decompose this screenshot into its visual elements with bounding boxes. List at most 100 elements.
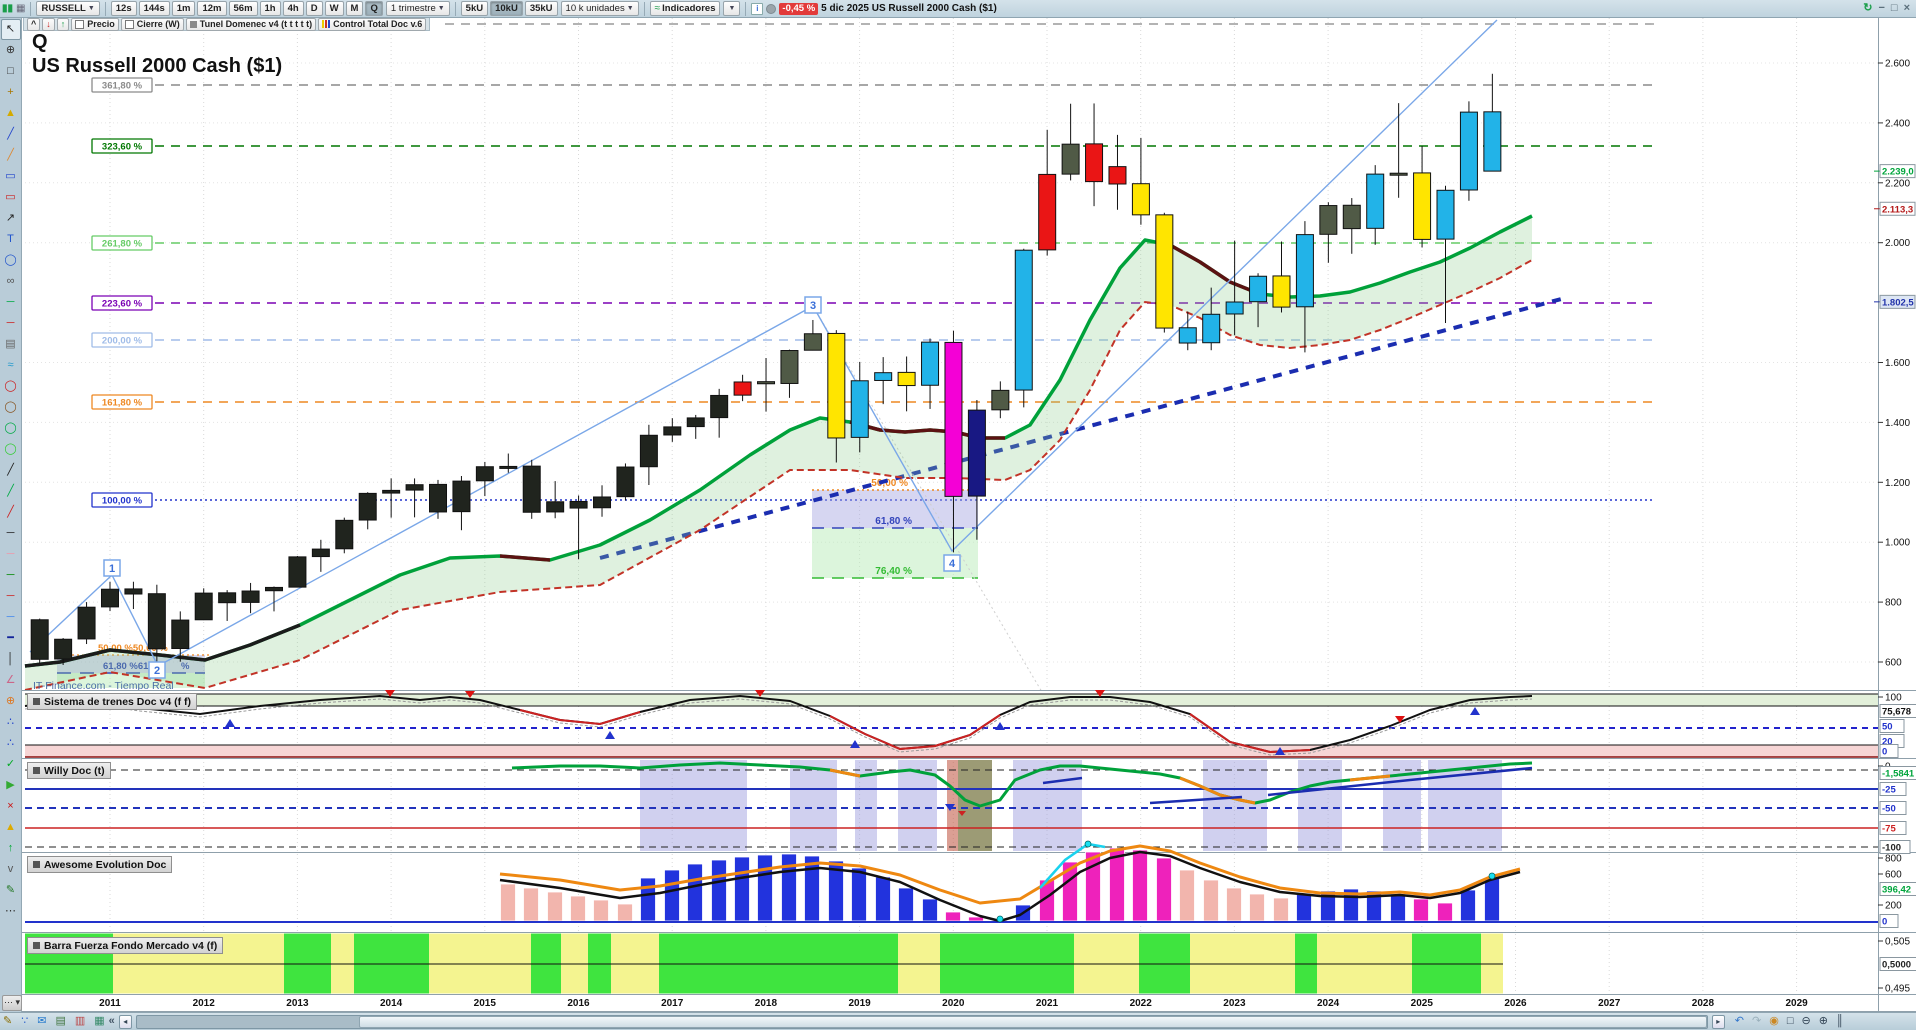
panel-expander-button[interactable]: ⋯ ▾ — [2, 995, 22, 1011]
rect-blue-tool-icon[interactable]: ▭ — [5, 170, 16, 182]
timeframe-button-4h[interactable]: 4h — [282, 1, 304, 16]
chat-icon[interactable]: ✉ — [37, 1015, 47, 1027]
share-icon[interactable]: ∵ — [21, 1015, 29, 1027]
legend-item-3[interactable]: Control Total Doc v.6 — [318, 17, 427, 31]
panel-label-barra-fuerza[interactable]: Barra Fuerza Fondo Mercado v4 (f) — [27, 937, 224, 954]
scroll-left-button[interactable]: ◂ — [118, 1014, 132, 1029]
vline-tool-icon[interactable]: │ — [7, 653, 14, 665]
hline-navy-tool-icon[interactable]: ━ — [7, 632, 14, 644]
fib-tool-icon[interactable]: ⊕ — [5, 695, 16, 707]
symbol-select[interactable]: RUSSELL ▼ — [36, 1, 100, 16]
zoom-area-icon[interactable]: □ — [1786, 1015, 1794, 1027]
hline-black-tool-icon[interactable]: ─ — [6, 527, 15, 539]
hand-tool-icon[interactable]: ▶ — [6, 779, 15, 791]
indicators-caret-button[interactable]: ▼ — [723, 1, 741, 16]
validate-tool-icon[interactable]: ✓ — [5, 758, 16, 770]
workspace-grid-icon[interactable]: ▦ — [16, 2, 26, 14]
wave-tool-icon[interactable]: ≈ — [7, 359, 14, 371]
ruler-tool-icon[interactable]: ▤ — [5, 338, 16, 350]
segment-blue-tool-icon[interactable]: ╱ — [7, 128, 14, 140]
notes-tool-icon[interactable]: ✎ — [5, 884, 16, 896]
snapshot-icon[interactable]: ▦ — [94, 1015, 105, 1027]
timeframe-button-1h[interactable]: 1h — [259, 1, 281, 16]
hline-green-tool-icon[interactable]: ─ — [6, 569, 15, 581]
performance-icon[interactable]: ◉ — [1769, 1015, 1779, 1027]
legend-item-2[interactable]: Tunel Domenec v4 (t t t t t) — [185, 17, 317, 31]
delete-tool-icon[interactable]: × — [7, 800, 14, 812]
collapse-chevrons-icon[interactable]: « — [108, 1015, 115, 1027]
rect-red-tool-icon[interactable]: ▭ — [5, 191, 16, 203]
hline-pink-tool-icon[interactable]: ─ — [6, 548, 15, 560]
unit-button-10ku[interactable]: 10kU — [490, 1, 523, 16]
hline-red-tool-icon[interactable]: ─ — [6, 590, 15, 602]
checkbox-icon[interactable] — [75, 19, 85, 29]
timeframe-button-144s[interactable]: 144s — [138, 1, 170, 16]
timeframe-button-12m[interactable]: 12m — [197, 1, 227, 16]
undo-icon[interactable]: ↶ — [1734, 1015, 1744, 1027]
hline-blue-tool-icon[interactable]: ─ — [6, 611, 15, 623]
unit-button-5ku[interactable]: 5kU — [460, 1, 489, 16]
refresh-icon[interactable]: ↻ — [1863, 2, 1873, 14]
drawing-pencil-icon[interactable]: ✎ — [3, 1015, 13, 1027]
timeframe-button-q[interactable]: Q — [365, 1, 383, 16]
ellipse-text-tool-icon[interactable]: ◯ — [4, 254, 17, 266]
zoom-in-icon[interactable]: ⊕ — [1818, 1015, 1828, 1027]
scroll-right-button[interactable]: ▸ — [1711, 1014, 1725, 1029]
timeframe-button-m[interactable]: M — [345, 1, 364, 16]
warning-tool-icon[interactable]: ▲ — [5, 821, 16, 833]
more-tool-icon[interactable]: ⋯ — [5, 905, 16, 917]
ellipse-brown-tool-icon[interactable]: ◯ — [4, 401, 17, 413]
units-select[interactable]: 10 k unidades ▼ — [560, 1, 639, 16]
bar-spacing-icon[interactable]: ║ — [1835, 1015, 1844, 1027]
price-up-icon[interactable]: ↑ — [56, 17, 70, 31]
indicators-button[interactable]: ≈ Indicadores — [649, 1, 721, 16]
ellipse-green-tool-icon[interactable]: ◯ — [4, 422, 17, 434]
panel-label-sistema-trenes[interactable]: Sistema de trenes Doc v4 (f f) — [27, 693, 198, 710]
collapse-tool-icon[interactable]: v — [7, 863, 14, 875]
minimize-button[interactable]: − — [1878, 2, 1885, 14]
redo-icon[interactable]: ↷ — [1752, 1015, 1762, 1027]
line-green-tool-icon[interactable]: ╱ — [7, 485, 14, 497]
news-icon[interactable]: ▤ — [55, 1015, 66, 1027]
info-icon[interactable]: i — [751, 2, 764, 15]
line-red-tool-icon[interactable]: ╱ — [7, 506, 14, 518]
legend-item-0[interactable]: Precio — [71, 17, 119, 31]
unit-button-35ku[interactable]: 35kU — [524, 1, 558, 16]
timeframe-button-12s[interactable]: 12s — [110, 1, 137, 16]
segment-orange-tool-icon[interactable]: ╱ — [7, 149, 14, 161]
crosshair-tool-icon[interactable]: + — [7, 86, 14, 98]
pattern-blue-tool-icon[interactable]: ∴ — [7, 716, 14, 728]
link-tool-icon[interactable]: ∞ — [6, 275, 15, 287]
timeframe-button-w[interactable]: W — [324, 1, 344, 16]
restore-button[interactable]: □ — [1890, 2, 1898, 14]
zoom-out-icon[interactable]: ⊖ — [1801, 1015, 1811, 1027]
line-black-tool-icon[interactable]: ╱ — [7, 464, 14, 476]
panel-label-awesome-evolution[interactable]: Awesome Evolution Doc — [27, 856, 173, 873]
legend-item-1[interactable]: Cierre (W) — [120, 17, 184, 31]
scrollbar-thumb[interactable] — [358, 1015, 1707, 1028]
period-select[interactable]: 1 trimestre ▼ — [385, 1, 450, 16]
timeframe-button-1m[interactable]: 1m — [171, 1, 196, 16]
text-tool-icon[interactable]: T — [7, 233, 14, 245]
price-down-icon[interactable]: ↓ — [42, 17, 55, 31]
zoom-area-tool-icon[interactable]: □ — [7, 65, 14, 77]
panel-label-willy-doc[interactable]: Willy Doc (t) — [27, 762, 111, 779]
close-button[interactable]: × — [1903, 2, 1910, 14]
legend-collapse-button[interactable]: ^ — [27, 17, 41, 31]
ellipse-green2-tool-icon[interactable]: ◯ — [4, 443, 17, 455]
trend-arrow-tool-icon[interactable]: ↗ — [5, 212, 16, 224]
pointer-tool-icon[interactable]: ↖ — [0, 19, 21, 40]
marker-red-tool-icon[interactable]: ─ — [6, 317, 15, 329]
checkbox-icon[interactable] — [124, 19, 134, 29]
pattern-blue2-tool-icon[interactable]: ∴ — [7, 737, 14, 749]
timeframe-button-56m[interactable]: 56m — [228, 1, 258, 16]
zoom-tool-icon[interactable]: ⊕ — [5, 44, 16, 56]
arrow-up-tool-icon[interactable]: ↑ — [7, 842, 14, 854]
quotes-icon[interactable]: ▥ — [74, 1015, 86, 1027]
timeframe-button-d[interactable]: D — [305, 1, 323, 16]
eraser-tool-icon[interactable]: ▲ — [5, 107, 16, 119]
marker-green-tool-icon[interactable]: ─ — [6, 296, 15, 308]
angle-tool-icon[interactable]: ∠ — [5, 674, 16, 686]
ellipse-red-tool-icon[interactable]: ◯ — [4, 380, 17, 392]
